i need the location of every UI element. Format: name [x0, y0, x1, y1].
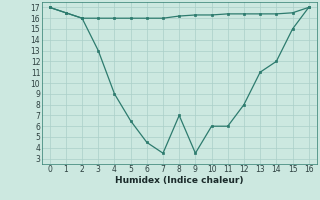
X-axis label: Humidex (Indice chaleur): Humidex (Indice chaleur): [115, 176, 244, 185]
